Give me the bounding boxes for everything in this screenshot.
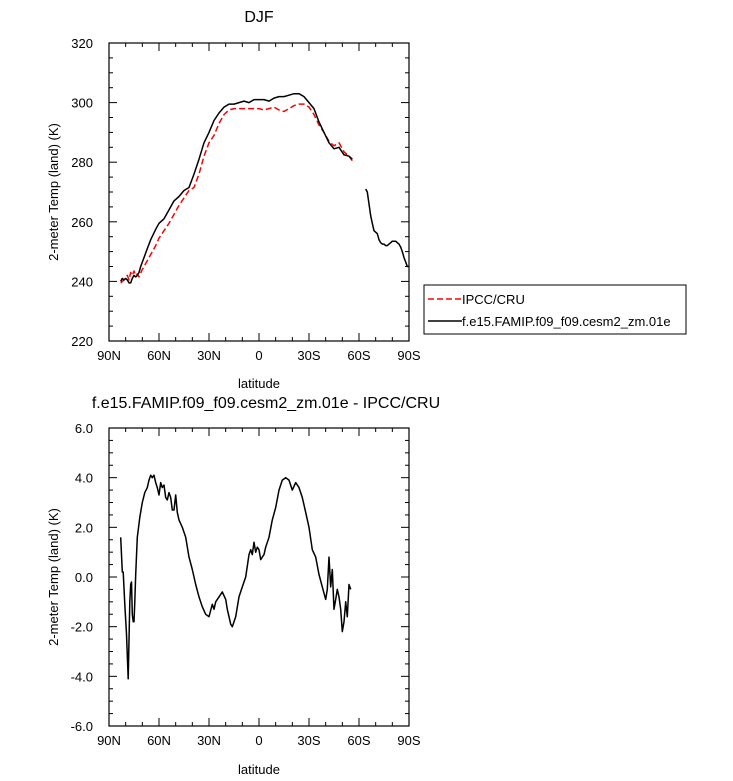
plot-frame [108, 42, 410, 342]
y-tick-label: 0.0 [75, 570, 93, 585]
x-tick-label: 60N [147, 733, 171, 748]
chart-title: DJF [244, 9, 274, 26]
y-tick-label: -2.0 [71, 620, 93, 635]
x-tick-label: 30S [297, 348, 320, 363]
series-line [120, 92, 353, 284]
series-1 [120, 103, 353, 284]
x-tick-label: 0 [255, 348, 262, 363]
x-tick-label: 30N [197, 733, 221, 748]
x-tick-label: 30S [297, 733, 320, 748]
x-axis-label: latitude [238, 376, 280, 391]
legend: IPCC/CRU f.e15.FAMIP.f09_f09.cesm2_zm.01e [423, 284, 687, 335]
y-axis-label: 2-meter Temp (land) (K) [46, 508, 61, 646]
legend-box [423, 284, 687, 335]
legend-label: IPCC/CRU [462, 292, 525, 307]
chart-title: f.e15.FAMIP.f09_f09.cesm2_zm.01e - IPCC/… [92, 395, 440, 412]
x-tick-label: 60N [147, 348, 171, 363]
series-line [119, 474, 352, 680]
series-line [120, 103, 353, 284]
y-tick-label: 280 [71, 155, 93, 170]
y-tick-label: 300 [71, 96, 93, 111]
x-tick-label: 30N [197, 348, 221, 363]
legend-label: f.e15.FAMIP.f09_f09.cesm2_zm.01e [462, 314, 671, 329]
y-tick-label: 260 [71, 215, 93, 230]
y-tick-label: 6.0 [75, 421, 93, 436]
y-tick-label: 240 [71, 274, 93, 289]
x-axis-label: latitude [238, 762, 280, 777]
chart-panel-1: 90N 60N 30N 0 30S 60S 90S 220 240 260 280 300 320 DJF… [46, 9, 687, 391]
x-tick-label: 90N [97, 348, 121, 363]
y-axis-label: 2-meter Temp (land) (K) [46, 123, 61, 261]
y-tick-label: -4.0 [71, 669, 93, 684]
plot-frame [108, 427, 410, 727]
x-tick-label: 60S [347, 733, 370, 748]
y-tick-label: 4.0 [75, 471, 93, 486]
series-1 [119, 474, 352, 680]
chart-panel-2: 90N 60N 30N 0 30S 60S 90S -6.0 -4.0 -2.0 0.0 2.0 4.0… [46, 395, 440, 777]
y-tick-label: 220 [71, 334, 93, 349]
y-tick-label: 2.0 [75, 520, 93, 535]
y-tick-label: -6.0 [71, 719, 93, 734]
x-tick-label: 90N [97, 733, 121, 748]
x-tick-label: 60S [347, 348, 370, 363]
x-tick-label: 0 [255, 733, 262, 748]
x-tick-label: 90S [397, 733, 420, 748]
series-2 [120, 92, 409, 284]
series-line [365, 188, 409, 268]
y-tick-label: 320 [71, 36, 93, 51]
x-tick-label: 90S [397, 348, 420, 363]
